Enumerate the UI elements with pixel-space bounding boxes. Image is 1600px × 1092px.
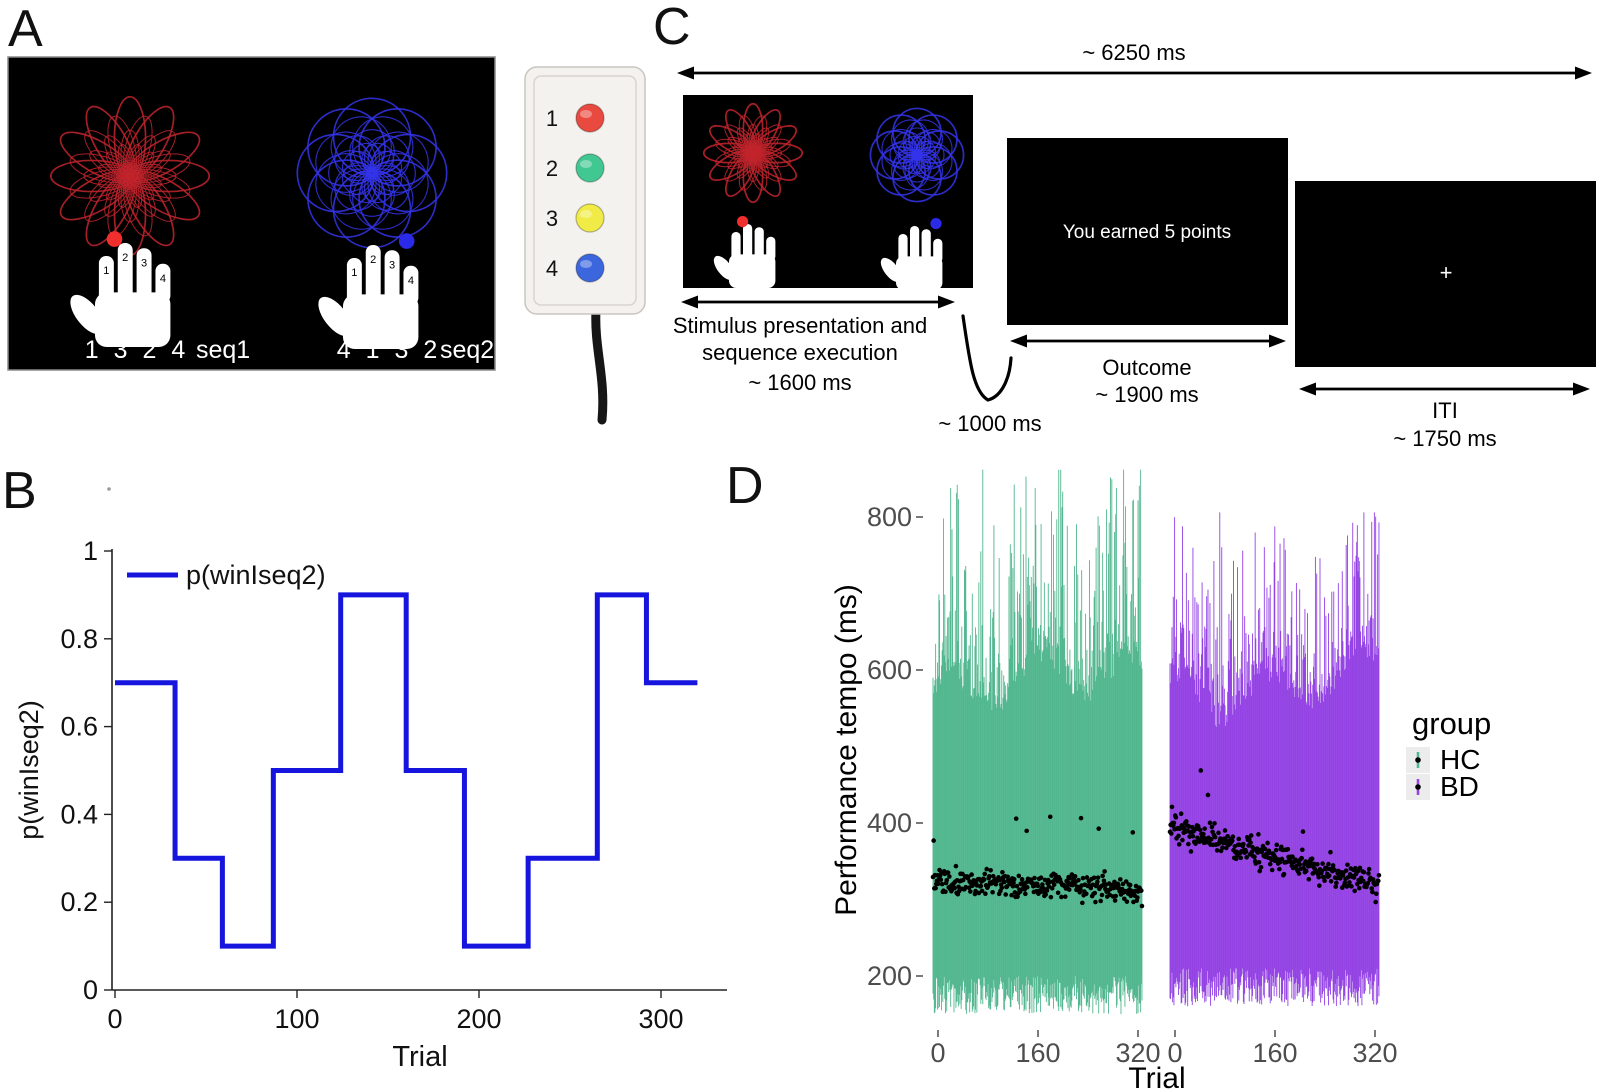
legend-bd-dot [1415, 784, 1421, 790]
chart-b-legend: p(winIseq2) [127, 560, 326, 590]
gap-duration-label: ~ 1000 ms [938, 411, 1041, 436]
svg-text:2: 2 [370, 254, 376, 266]
red-flower-small-icon [702, 102, 804, 204]
svg-text:160: 160 [1252, 1038, 1297, 1068]
svg-text:1: 1 [83, 536, 98, 566]
iti-duration-label: ~ 1750 ms [1393, 426, 1496, 451]
svg-text:0: 0 [107, 1004, 122, 1034]
svg-text:0.4: 0.4 [60, 799, 98, 829]
svg-text:4: 4 [160, 273, 166, 285]
svg-text:800: 800 [867, 502, 912, 532]
legend-label: p(winIseq2) [186, 560, 326, 590]
svg-text:0.8: 0.8 [60, 624, 98, 654]
button-box-inner-border [533, 75, 637, 306]
svg-text:200: 200 [456, 1004, 501, 1034]
total-duration-label: ~ 6250 ms [1082, 40, 1185, 65]
svg-text:2: 2 [546, 156, 558, 181]
bd-mean-dots [1167, 768, 1382, 905]
chart-b-ylabel: p(winIseq2) [14, 700, 44, 840]
sequence2-digits: 4 1 3 2 [337, 336, 441, 364]
p-win-seq2-step-line [115, 592, 698, 949]
legend-entry-hc: HC [1440, 744, 1480, 775]
svg-text:0.6: 0.6 [60, 712, 98, 742]
iti-screen [1295, 181, 1596, 367]
svg-text:3: 3 [389, 259, 395, 271]
hc-mean-dots [930, 814, 1145, 909]
red-flower-icon [49, 95, 211, 257]
svg-text:600: 600 [867, 655, 912, 685]
left-hand-small-icon [713, 216, 776, 288]
svg-text:1: 1 [103, 265, 109, 277]
svg-text:1: 1 [351, 267, 357, 279]
stimulus-caption-line2: sequence execution [702, 340, 898, 365]
chart-d-xlabel: Trial [1128, 1062, 1185, 1092]
chart-d-tick-marks [916, 516, 1376, 1037]
svg-text:320: 320 [1115, 1038, 1160, 1068]
stimulus-duration-label: ~ 1600 ms [748, 370, 851, 395]
outcome-duration-label: ~ 1900 ms [1095, 382, 1198, 407]
panel-d-label: D [726, 457, 764, 515]
sequence1-digits: 1 3 2 4 [85, 336, 189, 364]
timing-arrows [677, 66, 1592, 396]
response-button-box: 1 2 3 4 [524, 66, 646, 425]
stimulus-caption-line1: Stimulus presentation and [673, 313, 927, 338]
svg-text:4: 4 [408, 275, 414, 287]
button-box-cable [591, 305, 608, 425]
outcome-label: Outcome [1102, 355, 1191, 380]
svg-text:0: 0 [930, 1038, 945, 1068]
right-hand-small-icon [880, 218, 943, 290]
blue-flower-small-icon [869, 107, 965, 203]
legend-title: group [1412, 706, 1491, 741]
outcome-screen [1007, 138, 1288, 325]
svg-text:4: 4 [546, 256, 558, 281]
svg-text:0: 0 [1167, 1038, 1182, 1068]
stray-dot [107, 487, 111, 491]
gap-curve [961, 314, 1013, 402]
chart-b-axes [104, 549, 727, 998]
svg-text:320: 320 [1352, 1038, 1397, 1068]
svg-text:3: 3 [141, 257, 147, 269]
svg-text:0.2: 0.2 [60, 887, 98, 917]
legend-hc-dot [1415, 757, 1421, 763]
svg-text:100: 100 [274, 1004, 319, 1034]
svg-text:1: 1 [546, 106, 558, 131]
right-hand-icon: 1 2 3 4 [318, 233, 419, 349]
left-hand-icon: 1 2 3 4 [70, 231, 171, 347]
legend-entry-bd: BD [1440, 771, 1479, 802]
hc-range-lines [932, 469, 1143, 1015]
sequence1-name: seq1 [196, 336, 250, 364]
fixation-cross: + [1440, 260, 1453, 285]
bd-range-lines [1169, 512, 1380, 1007]
svg-text:2: 2 [122, 252, 128, 264]
svg-text:0: 0 [83, 975, 98, 1005]
svg-text:400: 400 [867, 808, 912, 838]
svg-text:160: 160 [1015, 1038, 1060, 1068]
panel-c-label: C [653, 0, 691, 56]
button-box-body [524, 66, 646, 315]
outcome-screen-text: You earned 5 points [1063, 222, 1231, 243]
svg-text:3: 3 [546, 206, 558, 231]
sequence2-name: seq2 [440, 336, 494, 364]
svg-text:200: 200 [867, 961, 912, 991]
chart-d-ylabel: Performance tempo (ms) [830, 584, 863, 916]
panel-b-label: B [2, 462, 37, 520]
panel-a-label: A [8, 0, 43, 58]
iti-label: ITI [1432, 398, 1458, 423]
chart-b-xlabel: Trial [392, 1041, 447, 1073]
chart-d-legend: group HC BD [1406, 706, 1491, 802]
svg-text:300: 300 [638, 1004, 683, 1034]
